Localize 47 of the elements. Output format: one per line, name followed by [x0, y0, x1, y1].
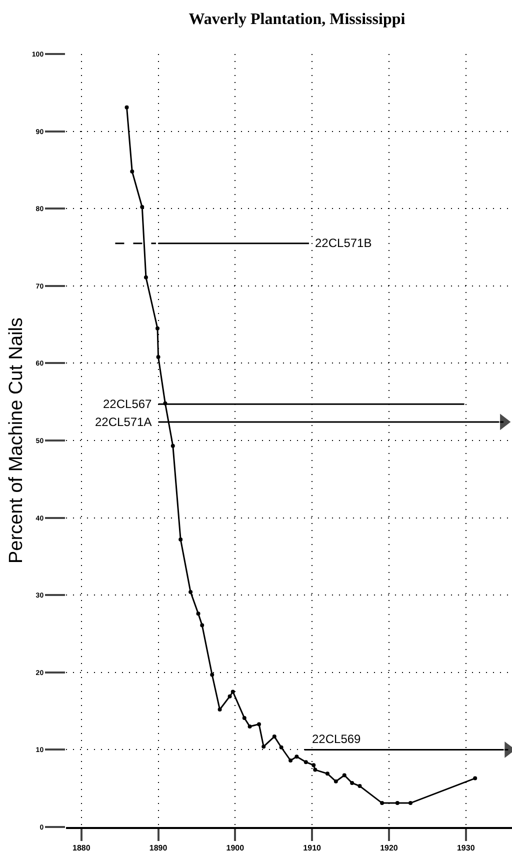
point — [288, 758, 293, 763]
point — [312, 763, 316, 768]
point — [313, 768, 318, 772]
point — [358, 784, 362, 788]
x-tick-label: 1880 — [72, 843, 91, 852]
point — [279, 745, 284, 750]
series-label: 22CL571B — [315, 236, 372, 250]
point — [262, 744, 266, 749]
point — [272, 734, 276, 739]
point — [188, 590, 193, 594]
point — [257, 722, 262, 726]
point — [242, 716, 246, 720]
point — [395, 801, 400, 806]
chart-title: Waverly Plantation, Mississippi — [188, 11, 406, 28]
x-tick-label: 1890 — [149, 843, 168, 852]
point — [304, 760, 308, 764]
point — [144, 275, 148, 280]
point — [325, 772, 330, 776]
x-tick-label: 1920 — [380, 843, 398, 852]
point — [178, 537, 183, 542]
point — [124, 105, 129, 110]
series-label: 22CL569 — [312, 732, 362, 746]
point — [248, 724, 252, 729]
point — [156, 326, 160, 330]
point — [218, 708, 222, 712]
point — [196, 612, 200, 616]
point — [156, 355, 160, 360]
x-tick-label: 1900 — [226, 843, 245, 852]
series-label: 22CL571A — [95, 415, 152, 429]
x-tick-label: 1910 — [303, 843, 322, 852]
point — [294, 754, 299, 759]
point — [342, 773, 346, 778]
x-tick-label: 1930 — [456, 843, 476, 852]
point — [170, 444, 175, 448]
point — [334, 779, 338, 784]
y-axis-title: Percent of Machine Cut Nails — [6, 317, 27, 564]
point — [130, 170, 134, 174]
series-label: 22CL567 — [103, 397, 152, 411]
point — [210, 672, 214, 677]
point — [350, 780, 354, 785]
point — [380, 801, 384, 806]
point — [228, 694, 232, 698]
point — [408, 801, 412, 806]
point — [200, 623, 204, 628]
point — [473, 776, 478, 780]
point — [140, 205, 144, 210]
point — [230, 690, 235, 694]
